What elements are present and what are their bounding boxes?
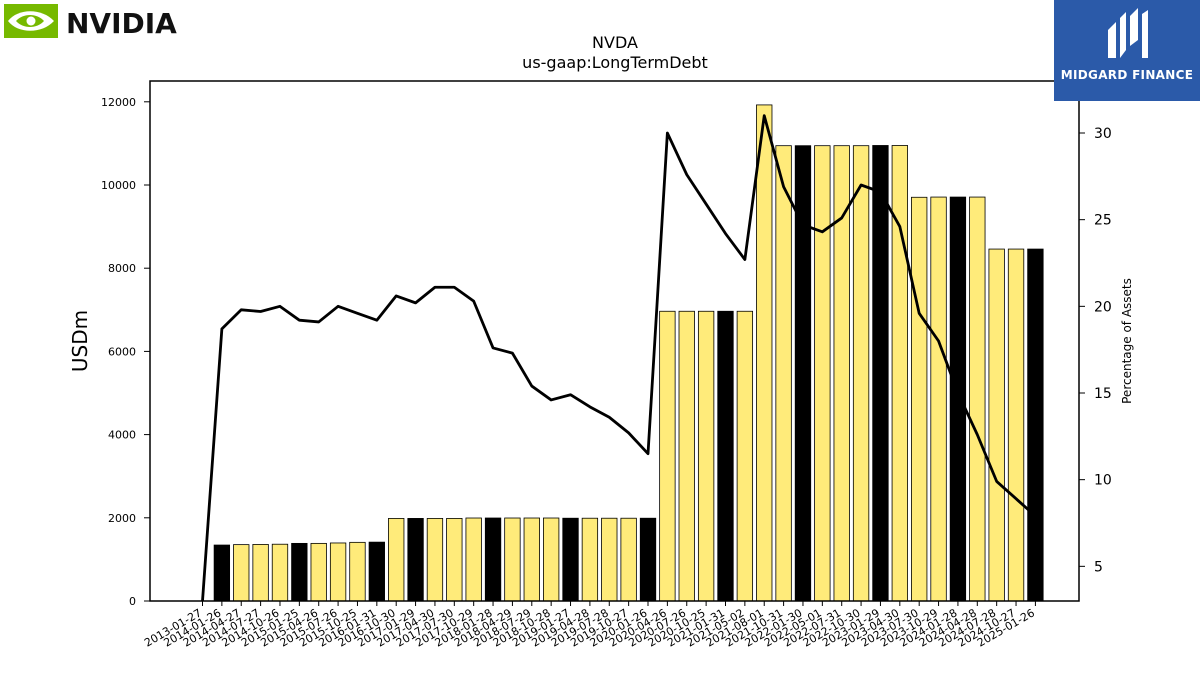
y-tick-label: 6000: [108, 345, 136, 358]
bar-2021-05-02: [736, 310, 754, 602]
bar-2014-10-26: [271, 543, 289, 602]
y-tick-label: 4000: [108, 429, 136, 442]
bar-2015-04-26: [310, 542, 327, 602]
nvidia-wordmark: NVIDIA: [66, 7, 177, 40]
bar-2014-07-27: [252, 544, 269, 602]
bar-2025-01-26: [1027, 248, 1044, 602]
bar-2021-08-01: [756, 104, 773, 602]
y-tick-label: 8000: [108, 262, 136, 275]
y2-tick-label: 20: [1094, 299, 1112, 315]
y2-tick-label: 25: [1094, 213, 1112, 229]
bar-2018-04-29: [504, 517, 521, 602]
bar-2024-10-27: [1007, 248, 1025, 602]
y-tick-label: 10000: [101, 179, 136, 192]
bar-2017-07-30: [446, 518, 463, 602]
bar-2019-07-28: [601, 517, 618, 602]
midgard-logo: MIDGARD FINANCE: [1054, 0, 1200, 101]
chart-title: NVDA: [592, 33, 638, 52]
bar-2021-01-31: [717, 310, 734, 602]
bar-2015-10-25: [349, 541, 366, 602]
bar-2023-04-30: [891, 145, 908, 602]
line-series: [201, 114, 1037, 602]
y2-axis-label: Percentage of Assets: [1120, 278, 1134, 404]
bar-2020-01-26: [639, 517, 657, 602]
bar-2017-01-29: [407, 518, 424, 602]
bar-2020-07-26: [678, 310, 695, 602]
left-axis: 0 2000 4000 6000 8000 10000 12000: [101, 96, 150, 608]
bar-2024-01-28: [949, 196, 967, 602]
bar-2018-07-29: [523, 517, 540, 602]
bar-2019-10-27: [620, 517, 637, 602]
right-axis: 5 10 15 20 25 30: [1079, 126, 1112, 575]
bar-2024-04-28: [969, 196, 986, 602]
bar-series: [213, 104, 1044, 602]
bar-2018-10-28: [543, 517, 560, 602]
y2-tick-label: 30: [1094, 126, 1112, 142]
bar-2020-10-25: [697, 310, 715, 602]
bar-2023-10-29: [930, 196, 947, 602]
assets-percentage-line: [201, 114, 1037, 602]
y-tick-label: 2000: [108, 512, 136, 525]
bar-2020-04-26: [659, 310, 676, 602]
nvidia-logo: NVIDIA: [4, 4, 204, 44]
bar-2017-04-30: [426, 518, 444, 602]
nvidia-eye-icon: NVIDIA: [4, 4, 177, 40]
y-tick-label: 12000: [101, 96, 136, 109]
bar-2015-07-26: [329, 542, 347, 602]
bar-2015-01-25: [291, 542, 308, 602]
bar-2019-04-28: [581, 517, 599, 602]
bar-2016-01-31: [368, 541, 385, 602]
bar-2023-07-30: [911, 196, 928, 602]
bar-2024-07-28: [988, 248, 1005, 602]
chart-subtitle: us-gaap:LongTermDebt: [522, 53, 708, 72]
bar-2019-01-27: [562, 517, 579, 602]
plot-frame: [149, 80, 1080, 602]
y-tick-label: 0: [129, 595, 136, 608]
bar-2014-01-26: [213, 544, 231, 602]
bar-2022-07-31: [833, 145, 850, 602]
bar-2017-10-29: [465, 517, 482, 602]
x-axis: 2013-01-272014-01-262014-04-272014-07-27…: [142, 601, 1037, 650]
y2-tick-label: 15: [1094, 386, 1112, 402]
y2-tick-label: 10: [1094, 473, 1112, 489]
bar-2022-05-01: [814, 145, 831, 602]
bar-2022-10-30: [852, 145, 870, 602]
bar-2014-04-27: [233, 544, 250, 602]
midgard-m-icon: [1108, 8, 1148, 58]
bar-2018-01-28: [484, 517, 502, 602]
y-axis-label: USDm: [68, 310, 92, 372]
midgard-wordmark: MIDGARD FINANCE: [1060, 68, 1194, 82]
bar-2023-01-29: [872, 145, 889, 602]
bar-2016-10-30: [388, 518, 405, 602]
y2-tick-label: 5: [1094, 559, 1103, 575]
bar-2021-10-31: [775, 145, 792, 602]
